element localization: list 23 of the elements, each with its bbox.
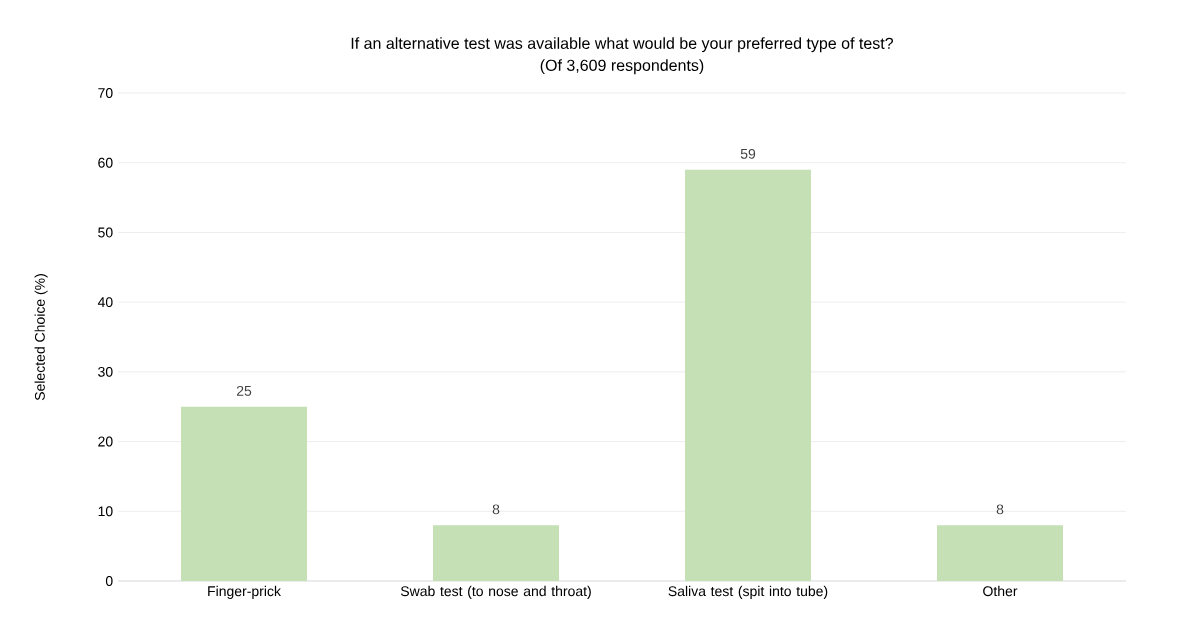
x-tick-label: Saliva test (spit into tube): [668, 585, 828, 599]
y-tick-label: 70: [98, 88, 113, 98]
y-tick-label: 40: [97, 297, 113, 308]
y-axis-title: Selected Choice (%): [34, 274, 48, 401]
data-label: 8: [996, 504, 1004, 515]
bar: [181, 406, 308, 581]
y-tick-label: 20: [98, 436, 113, 447]
chart-subtitle: (Of 3,609 respondents): [540, 59, 704, 75]
data-label: 8: [492, 504, 500, 515]
chart-title: If an alternative test was available what would be your preferred type of test?: [351, 37, 894, 53]
y-tick-label: 0: [105, 576, 113, 586]
bar: [433, 525, 559, 581]
bar: [937, 525, 1063, 581]
bar: [685, 169, 811, 581]
y-tick-label: 60: [98, 157, 113, 168]
y-tick-label: 30: [98, 366, 113, 377]
x-tick-label: Swab test (to nose and throat): [400, 585, 591, 599]
y-tick-label: 50: [98, 227, 113, 238]
data-label: 25: [236, 385, 252, 396]
x-tick-label: Other: [983, 585, 1018, 597]
x-tick-label: Finger-prick: [208, 585, 281, 599]
data-label: 59: [740, 148, 756, 159]
y-tick-label: 10: [98, 506, 113, 517]
